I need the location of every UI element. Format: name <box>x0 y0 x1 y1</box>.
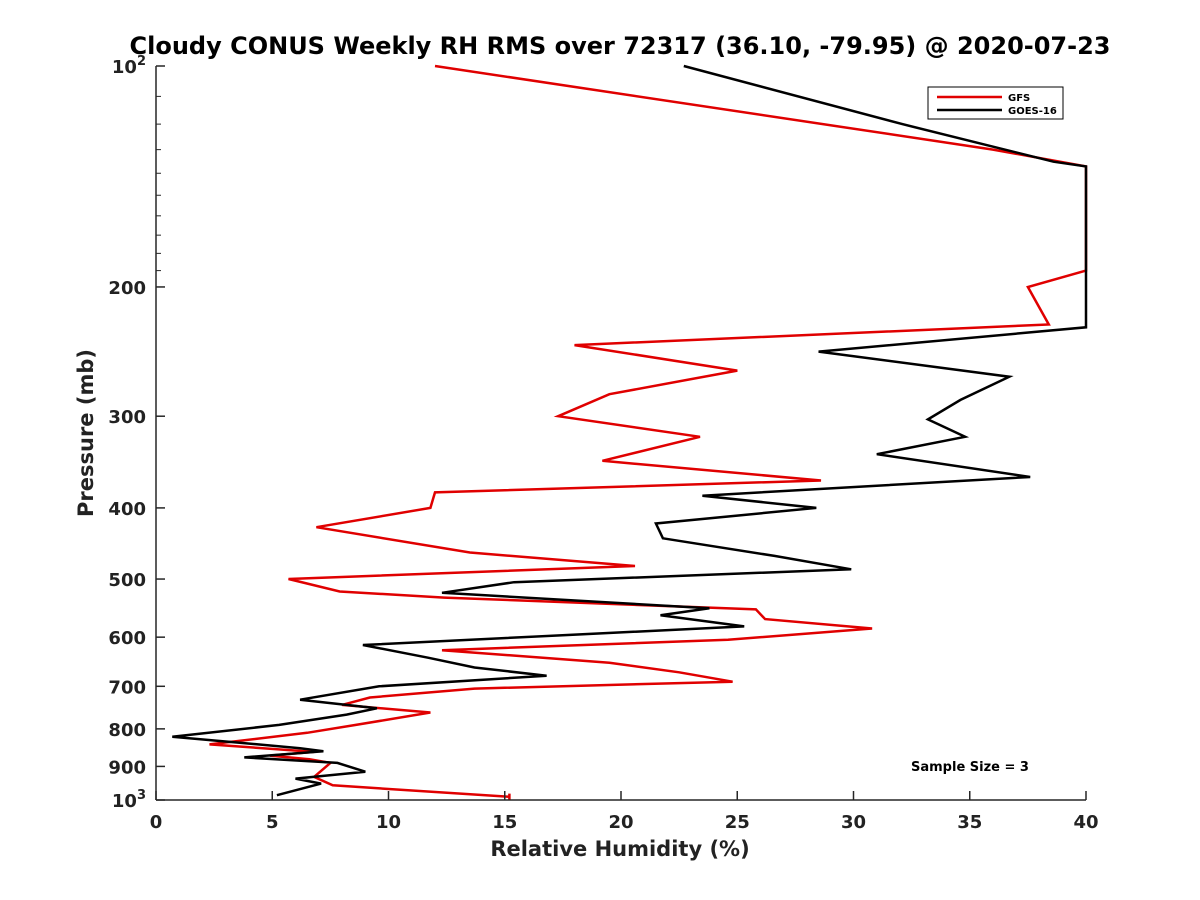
x-tick-label: 25 <box>725 812 750 833</box>
tick-labels: 0 5 10 15 20 25 30 35 40 102 200 300 400 500 600 700 800… <box>108 54 1098 833</box>
x-tick-label: 5 <box>266 812 279 833</box>
y-tick-label: 300 <box>108 407 146 428</box>
y-tick-label: 103 <box>112 788 146 812</box>
legend-label-gfs: GFS <box>1008 93 1030 104</box>
axes <box>155 65 1087 801</box>
y-tick-label: 400 <box>108 499 146 520</box>
x-axis-label: Relative Humidity (%) <box>490 837 749 861</box>
series-line-goes-16 <box>172 64 1088 797</box>
y-tick-label: 700 <box>108 677 146 698</box>
legend-box <box>927 86 1064 120</box>
y-tick-label: 500 <box>108 570 146 591</box>
x-tick-label: 0 <box>150 812 163 833</box>
y-axis-label: Pressure (mb) <box>74 349 98 517</box>
x-tick-label: 30 <box>841 812 866 833</box>
legend-label-goes-16: GOES-16 <box>1008 106 1057 117</box>
x-tick-label: 20 <box>608 812 633 833</box>
y-tick-label: 600 <box>108 628 146 649</box>
chart-title: Cloudy CONUS Weekly RH RMS over 72317 (3… <box>130 32 1111 60</box>
x-tick-label: 35 <box>957 812 982 833</box>
x-tick-label: 40 <box>1073 812 1098 833</box>
x-tick-label: 15 <box>492 812 517 833</box>
y-tick-label: 102 <box>112 54 146 78</box>
series-layer <box>172 64 1088 800</box>
legend: GFS GOES-16 <box>927 86 1064 120</box>
sample-size-annotation: Sample Size = 3 <box>911 760 1029 775</box>
x-tick-label: 10 <box>376 812 401 833</box>
y-tick-label: 900 <box>108 757 146 778</box>
y-tick-label: 800 <box>108 720 146 741</box>
y-tick-label: 200 <box>108 278 146 299</box>
